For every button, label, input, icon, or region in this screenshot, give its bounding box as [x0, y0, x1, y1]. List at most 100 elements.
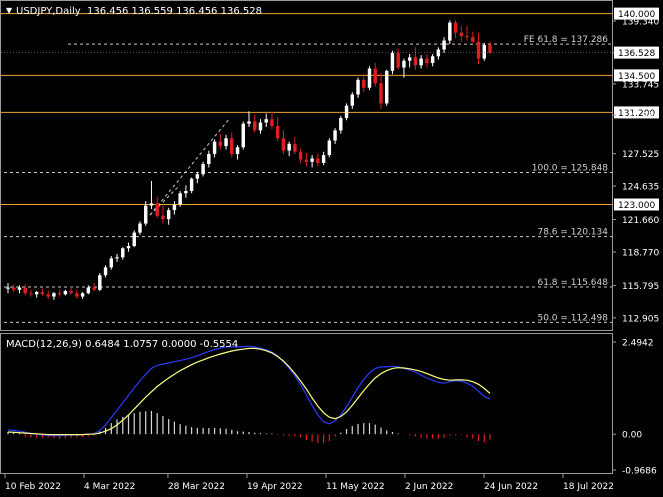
candle-body	[459, 32, 464, 37]
candle-body	[373, 68, 377, 84]
candle-body	[407, 57, 412, 61]
candle-body	[247, 121, 251, 124]
candle	[448, 20, 452, 44]
candle-body	[264, 119, 268, 123]
fib-trend-line[interactable]	[149, 117, 231, 216]
candle	[396, 48, 400, 70]
candle-body	[471, 37, 475, 42]
level-label: 123.000	[618, 201, 655, 211]
candle-body	[201, 164, 205, 175]
price-tick-label: 139.340	[622, 18, 659, 28]
candle	[92, 283, 96, 291]
candle-body	[333, 130, 337, 141]
candle-body	[310, 158, 314, 162]
time-tick-label: 24 Jun 2022	[484, 482, 538, 492]
candle-body	[293, 143, 297, 152]
candle	[212, 139, 217, 158]
candle	[407, 54, 412, 68]
candle	[63, 289, 68, 296]
candle-body	[52, 293, 56, 297]
candle-body	[138, 223, 142, 233]
candle	[333, 128, 337, 144]
candle-body	[442, 40, 446, 50]
horizontal-levels: 140.000 134.500 131.200 123.000	[1, 7, 659, 211]
level-box	[614, 7, 659, 20]
time-tick-label: 4 Mar 2022	[84, 482, 135, 492]
candle	[138, 221, 142, 235]
candle	[350, 92, 355, 110]
candle-body	[149, 203, 154, 206]
candle-body	[121, 248, 125, 258]
candle	[230, 132, 234, 158]
fib-trend-line-2[interactable]	[149, 184, 181, 216]
candle-body	[195, 174, 200, 179]
price-tick-label: 121.660	[622, 216, 659, 226]
candle-body	[17, 287, 22, 290]
candle	[224, 134, 228, 150]
candle-body	[218, 141, 223, 147]
time-tick-label: 28 Mar 2022	[168, 482, 225, 492]
candle	[459, 25, 464, 42]
candle-body	[287, 143, 291, 151]
candle	[189, 177, 194, 194]
fib-level-label: 100.0 = 125.848	[532, 164, 609, 174]
candle	[178, 191, 182, 207]
candle-body	[448, 22, 452, 41]
candle	[327, 138, 332, 158]
level-label: 134.500	[618, 72, 655, 82]
macd-header: MACD(12,26,9) 0.6484 1.0757 0.0000 -0.55…	[6, 339, 238, 350]
candle-body	[321, 155, 326, 163]
candle	[425, 54, 429, 68]
candle-body	[396, 52, 400, 68]
collapse-arrow-icon[interactable]: ▼	[6, 6, 13, 15]
candle-body	[453, 22, 458, 33]
candle	[201, 161, 205, 177]
candle-body	[367, 68, 372, 88]
candle-body	[419, 58, 423, 66]
candle	[46, 290, 50, 299]
fib-level-label: 78.6 = 120.134	[537, 228, 608, 238]
candle-body	[184, 191, 188, 194]
macd-tick-label: -0.9686	[622, 467, 657, 477]
candle-body	[103, 267, 108, 276]
candle-body	[132, 232, 136, 247]
candle	[379, 73, 383, 110]
candle-body	[356, 79, 360, 95]
candle-body	[230, 138, 234, 154]
candle	[465, 25, 469, 41]
candle	[29, 289, 33, 297]
candle-body	[40, 292, 45, 295]
candle-body	[350, 94, 355, 106]
candle-body	[430, 56, 435, 64]
candle-body	[258, 122, 263, 131]
candle	[80, 292, 85, 299]
candle-body	[115, 257, 119, 259]
candle	[287, 141, 291, 157]
candle-body	[436, 49, 441, 57]
candle-body	[63, 290, 68, 295]
price-tick-label: 130.950	[622, 112, 659, 122]
candle	[356, 77, 360, 98]
candle-body	[275, 125, 280, 139]
candle	[155, 196, 159, 218]
candle-body	[316, 158, 320, 163]
candle	[121, 247, 125, 260]
fibonacci-levels: FE 61.8 = 137.286 100.0 = 125.848 78.6 = 1…	[4, 35, 612, 323]
candle-body	[281, 138, 286, 151]
candle	[316, 153, 320, 167]
candle	[241, 121, 245, 150]
macd-tick-label: 2.4942	[622, 339, 654, 349]
candle-body	[80, 293, 85, 297]
candle	[149, 180, 154, 209]
candle-body	[362, 79, 366, 88]
candle	[390, 50, 395, 75]
candle-body	[109, 258, 114, 268]
candle-body	[235, 147, 240, 154]
current-price-box	[614, 46, 659, 59]
candle-body	[253, 121, 257, 131]
candle-body	[304, 159, 309, 162]
candle	[247, 111, 251, 128]
candles	[6, 20, 492, 300]
candle-body	[92, 287, 96, 290]
